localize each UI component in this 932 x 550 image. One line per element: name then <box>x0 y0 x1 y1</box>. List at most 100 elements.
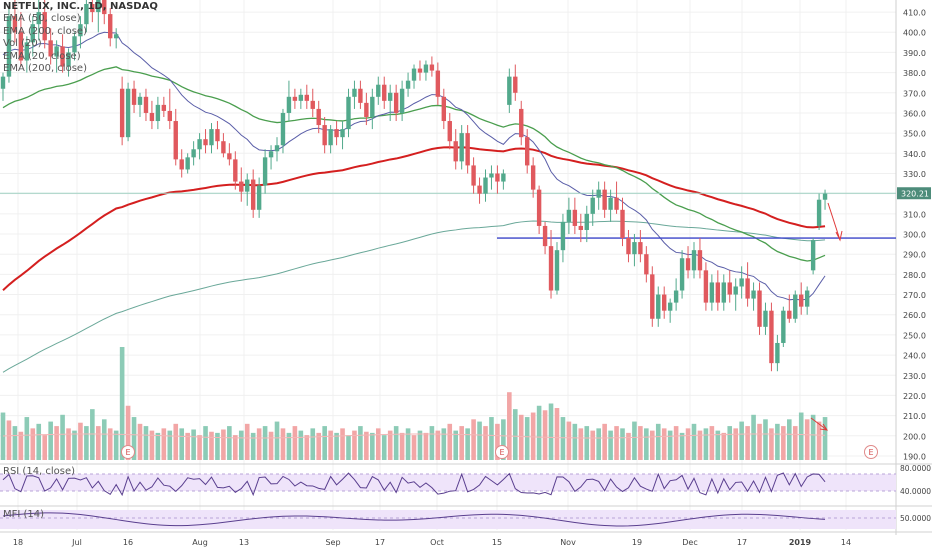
legend-ema-200[interactable]: EMA (200, close) <box>3 25 87 37</box>
earnings-letter: E <box>868 448 873 457</box>
candle-body <box>465 133 470 166</box>
volume-bar <box>715 430 721 460</box>
volume-bar <box>334 432 339 460</box>
last-price-label: 320.21 <box>901 190 929 199</box>
candle-body <box>763 310 768 327</box>
volume-bar <box>280 428 286 460</box>
rsi-label[interactable]: RSI (14, close) <box>3 466 76 477</box>
volume-bar <box>310 428 316 460</box>
volume-bar <box>435 430 441 460</box>
candle-body <box>739 278 744 287</box>
volume-bar <box>221 429 226 460</box>
earnings-marker: E <box>864 445 878 459</box>
candle-body <box>745 278 750 299</box>
y-tick-label: 260.0 <box>903 311 926 320</box>
volume-bar <box>54 426 59 460</box>
x-tick-label: 14 <box>841 538 851 547</box>
y-tick-label: 370.0 <box>903 89 926 98</box>
candle-body <box>513 76 518 93</box>
candle-body <box>102 0 107 15</box>
legend-ema-20[interactable]: EMA (20, close) <box>3 50 81 62</box>
volume-bar <box>304 435 310 460</box>
legend-ema-200-alt[interactable]: EMA (200, close) <box>3 63 87 75</box>
volume-bar <box>155 432 161 460</box>
volume-bar <box>417 430 423 460</box>
candle-body <box>137 96 143 105</box>
candle-body <box>656 294 661 319</box>
volume-bar <box>268 431 274 460</box>
candle-body <box>459 133 464 162</box>
candle-body <box>370 96 375 117</box>
candle-body <box>18 32 24 61</box>
candle-body <box>429 64 435 71</box>
volume-bar <box>197 435 202 460</box>
candle-body <box>36 12 41 25</box>
volume-bar <box>703 428 709 460</box>
volume-bar <box>262 426 268 460</box>
candle-body <box>453 141 458 162</box>
candle-body <box>60 46 65 67</box>
candle-body <box>495 173 500 182</box>
candle-body <box>203 139 208 146</box>
earnings-circle <box>864 445 878 459</box>
x-tick-label: 19 <box>632 538 642 547</box>
candle-body <box>679 258 685 291</box>
candle-body <box>42 12 47 41</box>
volume-bar <box>590 430 596 460</box>
y-tick-label: 190.0 <box>903 452 926 461</box>
volume-bar <box>0 412 6 460</box>
volume-bar <box>751 414 756 460</box>
volume-bar <box>518 414 524 460</box>
volume-bar <box>18 431 24 460</box>
volume-bar <box>584 426 590 460</box>
y-tick-label: 410.0 <box>903 9 926 18</box>
volume-bar <box>649 430 655 460</box>
price-arrow-annotation <box>827 202 843 242</box>
candle-body <box>775 342 780 364</box>
symbol-title[interactable]: NETFLIX, INC., 1D, NASDAQ <box>3 1 158 12</box>
mfi-label[interactable]: MFI (14) <box>3 509 45 520</box>
volume-bar <box>233 435 238 460</box>
volume-bar <box>578 428 584 460</box>
candle-body <box>620 209 625 239</box>
candle-body <box>143 96 149 113</box>
candle-body <box>149 112 155 122</box>
candle-body <box>280 112 286 146</box>
volume-bar <box>340 428 345 460</box>
volume-bar <box>322 426 327 460</box>
volume-bar <box>548 403 554 460</box>
volume-bar <box>530 412 536 460</box>
x-tick-label: 16 <box>123 538 133 547</box>
candle-body <box>608 197 613 210</box>
earnings-marker: E <box>495 445 509 459</box>
candle-body <box>6 16 12 77</box>
mfi-level-50: 50.0000 <box>900 514 931 523</box>
volume-bar <box>24 417 30 460</box>
candle-body <box>507 76 512 105</box>
volume-ma-line <box>2 433 826 439</box>
candle-body <box>54 46 59 57</box>
volume-bar <box>215 432 220 460</box>
legend-ema-50[interactable]: EMA (50, close) <box>3 13 81 25</box>
volume-bar <box>465 428 470 460</box>
candle-body <box>650 274 655 319</box>
candle-body <box>352 88 357 97</box>
y-tick-label: 400.0 <box>903 29 926 38</box>
candle-body <box>685 258 691 271</box>
legend-volume[interactable]: Vol (20) <box>3 38 42 50</box>
candle-body <box>346 96 351 130</box>
candle-body <box>423 64 429 73</box>
volume-bar <box>572 423 578 460</box>
candle-body <box>405 80 411 89</box>
volume-bar <box>238 430 244 460</box>
candle-body <box>667 302 673 311</box>
candle-body <box>411 68 417 81</box>
volume-bar <box>769 428 774 460</box>
volume-bar <box>227 426 232 460</box>
volume-bar <box>84 426 89 460</box>
x-tick-label: Sep <box>325 538 340 547</box>
candle-body <box>519 108 524 138</box>
volume-bar <box>501 419 506 460</box>
